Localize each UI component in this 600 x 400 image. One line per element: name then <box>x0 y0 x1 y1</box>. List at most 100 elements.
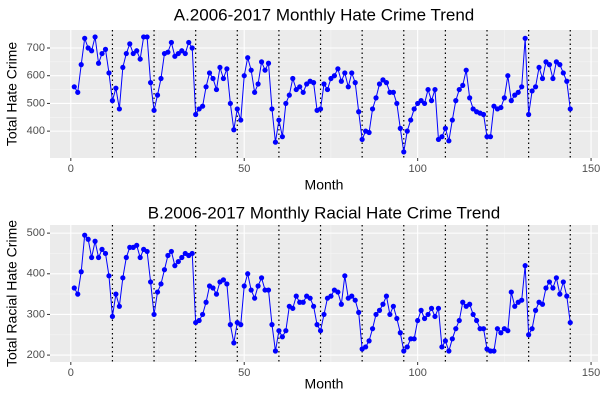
data-point <box>526 332 532 338</box>
data-point <box>376 81 383 87</box>
data-point <box>390 89 396 95</box>
data-point <box>75 291 81 297</box>
data-point <box>92 34 98 40</box>
data-point <box>460 82 466 89</box>
x-tick-label: 100 <box>408 163 426 175</box>
data-point <box>75 89 81 95</box>
data-point <box>113 85 119 91</box>
data-point <box>116 106 122 112</box>
data-point <box>168 248 174 255</box>
data-point <box>418 98 424 104</box>
data-point <box>415 317 421 324</box>
data-point <box>470 106 476 112</box>
data-point <box>456 317 462 324</box>
data-point <box>543 59 549 65</box>
data-point <box>359 136 365 143</box>
chart-title: A.2006-2017 Monthly Hate Crime Trend <box>174 5 475 24</box>
data-point <box>196 317 202 324</box>
data-point <box>203 84 209 90</box>
data-point <box>317 106 324 112</box>
data-point <box>453 98 459 104</box>
data-point <box>522 35 528 41</box>
data-point <box>324 86 331 93</box>
data-point <box>227 321 233 328</box>
data-point <box>387 311 393 318</box>
data-point <box>425 86 431 93</box>
data-point <box>467 95 473 101</box>
data-point <box>435 136 442 143</box>
data-point <box>342 70 348 76</box>
data-point <box>134 242 140 248</box>
data-point <box>349 70 355 76</box>
data-point <box>206 70 213 76</box>
data-point <box>539 301 546 307</box>
data-point <box>463 67 469 73</box>
data-point <box>245 271 251 277</box>
data-point <box>265 60 272 66</box>
data-point <box>283 100 289 107</box>
data-point <box>279 134 285 140</box>
data-point <box>519 297 525 303</box>
data-point <box>71 285 77 291</box>
data-point <box>231 127 237 133</box>
data-point <box>560 279 566 285</box>
data-point <box>421 315 428 322</box>
y-tick-label: 700 <box>27 42 45 54</box>
data-point <box>78 269 84 275</box>
data-point <box>175 50 181 57</box>
data-point <box>109 313 116 320</box>
data-point <box>328 293 334 299</box>
data-point <box>404 344 410 350</box>
data-point <box>213 291 220 297</box>
data-point <box>307 295 313 301</box>
data-point <box>217 64 223 71</box>
data-point <box>321 311 327 318</box>
data-point <box>480 326 487 332</box>
data-point <box>408 117 414 123</box>
data-point <box>376 307 383 313</box>
data-point <box>262 67 268 73</box>
data-point <box>89 48 95 54</box>
x-tick-label: 50 <box>238 367 250 379</box>
data-point <box>321 81 327 87</box>
data-point <box>241 283 247 289</box>
data-point <box>356 109 362 115</box>
data-point <box>356 309 362 316</box>
data-point <box>234 106 240 112</box>
data-point <box>165 49 171 55</box>
data-point <box>317 328 324 334</box>
data-point <box>498 330 504 336</box>
data-point <box>144 34 150 40</box>
data-point <box>252 295 258 301</box>
data-point <box>453 326 459 332</box>
data-point <box>154 92 161 98</box>
data-point <box>380 77 386 83</box>
data-point <box>532 307 539 313</box>
data-point <box>539 75 546 82</box>
data-point <box>85 236 91 242</box>
data-point <box>137 56 143 62</box>
data-point <box>564 78 570 84</box>
data-point <box>508 98 514 104</box>
data-point <box>550 285 556 291</box>
data-point <box>435 305 442 311</box>
data-point <box>210 75 216 82</box>
data-point <box>286 92 292 98</box>
data-point <box>241 73 247 79</box>
data-point <box>224 281 230 287</box>
data-point <box>95 254 102 261</box>
data-point <box>245 55 251 61</box>
data-point <box>255 81 261 87</box>
data-point <box>352 297 358 303</box>
data-point <box>310 80 317 86</box>
data-point <box>456 86 462 93</box>
data-point <box>543 285 549 291</box>
y-tick-label: 500 <box>27 97 45 109</box>
data-point <box>196 106 202 112</box>
data-point <box>203 299 209 305</box>
y-axis-label: Total Racial Hate Crime <box>4 220 20 367</box>
data-point <box>335 66 341 72</box>
data-point <box>505 73 511 79</box>
data-point <box>352 80 358 86</box>
data-point <box>113 291 119 297</box>
